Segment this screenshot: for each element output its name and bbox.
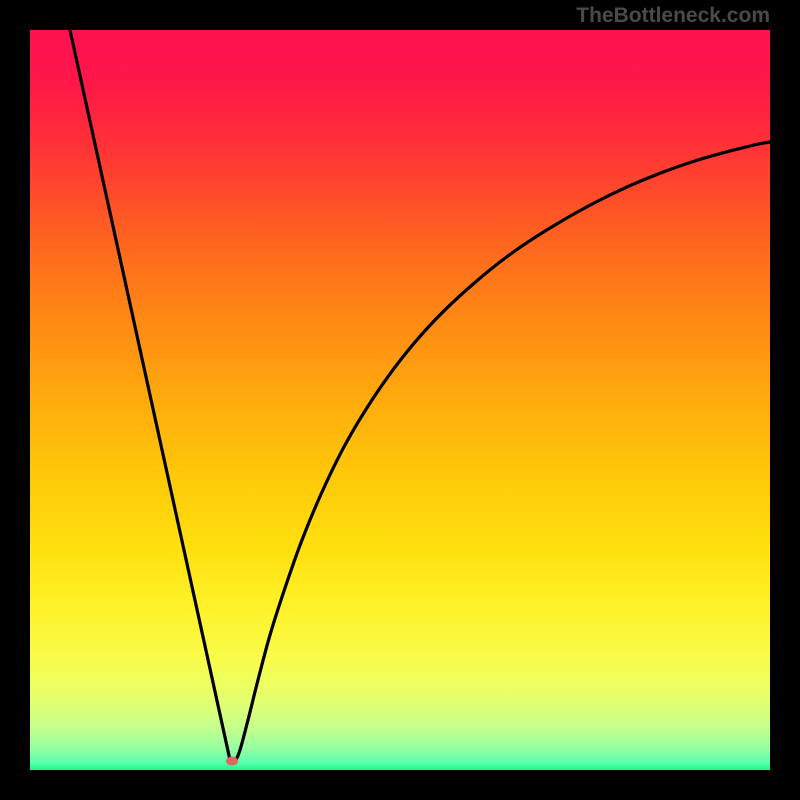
bottleneck-curve [30, 30, 770, 770]
attribution-text: TheBottleneck.com [576, 4, 770, 28]
chart-container: TheBottleneck.com [0, 0, 800, 800]
curve-left-segment [70, 30, 230, 760]
curve-right-segment [235, 142, 770, 762]
plot-area [30, 30, 770, 770]
minimum-marker [226, 757, 238, 766]
